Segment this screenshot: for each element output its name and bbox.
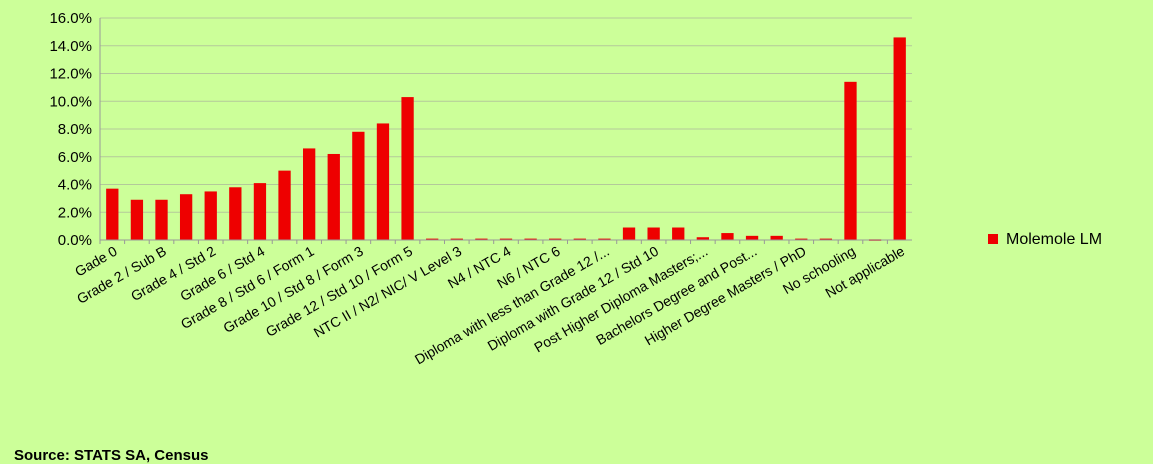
bar <box>376 123 390 240</box>
y-tick-label: 14.0% <box>49 38 92 55</box>
y-tick-label: 0.0% <box>58 232 92 249</box>
bar <box>696 237 709 240</box>
bar <box>795 238 808 241</box>
legend-swatch <box>988 234 998 244</box>
bar <box>745 235 759 240</box>
source-note: Source: STATS SA, Census <box>14 447 208 464</box>
bar <box>770 235 783 240</box>
bar <box>672 227 685 240</box>
bar <box>721 233 734 240</box>
bar <box>229 187 242 240</box>
y-tick-label: 8.0% <box>58 121 92 138</box>
bar <box>475 238 488 241</box>
bar <box>278 170 291 240</box>
bar <box>573 238 586 241</box>
y-tick-label: 6.0% <box>58 149 92 166</box>
bar <box>130 199 144 240</box>
bar <box>327 153 340 240</box>
bar <box>450 238 463 241</box>
bar <box>303 148 316 240</box>
bar <box>179 194 193 240</box>
bar <box>204 191 217 240</box>
bar <box>401 97 414 241</box>
bar <box>253 183 267 240</box>
bar <box>844 81 857 240</box>
y-tick-label: 16.0% <box>49 10 92 27</box>
y-tick-label: 10.0% <box>49 93 92 110</box>
legend: Molemole LM <box>988 231 1102 248</box>
bar <box>524 238 537 241</box>
bar <box>647 227 660 240</box>
bar <box>106 188 119 240</box>
bar <box>549 238 562 241</box>
y-tick-label: 12.0% <box>49 66 92 83</box>
bar <box>819 238 833 241</box>
bar <box>426 238 439 241</box>
bar <box>622 227 636 240</box>
legend-label: Molemole LM <box>1006 231 1102 248</box>
bar <box>893 37 906 240</box>
y-tick-label: 4.0% <box>58 177 92 194</box>
y-tick-label: 2.0% <box>58 204 92 221</box>
bar <box>352 131 365 240</box>
bar <box>499 238 513 241</box>
bar <box>598 238 611 241</box>
bar <box>155 199 168 240</box>
